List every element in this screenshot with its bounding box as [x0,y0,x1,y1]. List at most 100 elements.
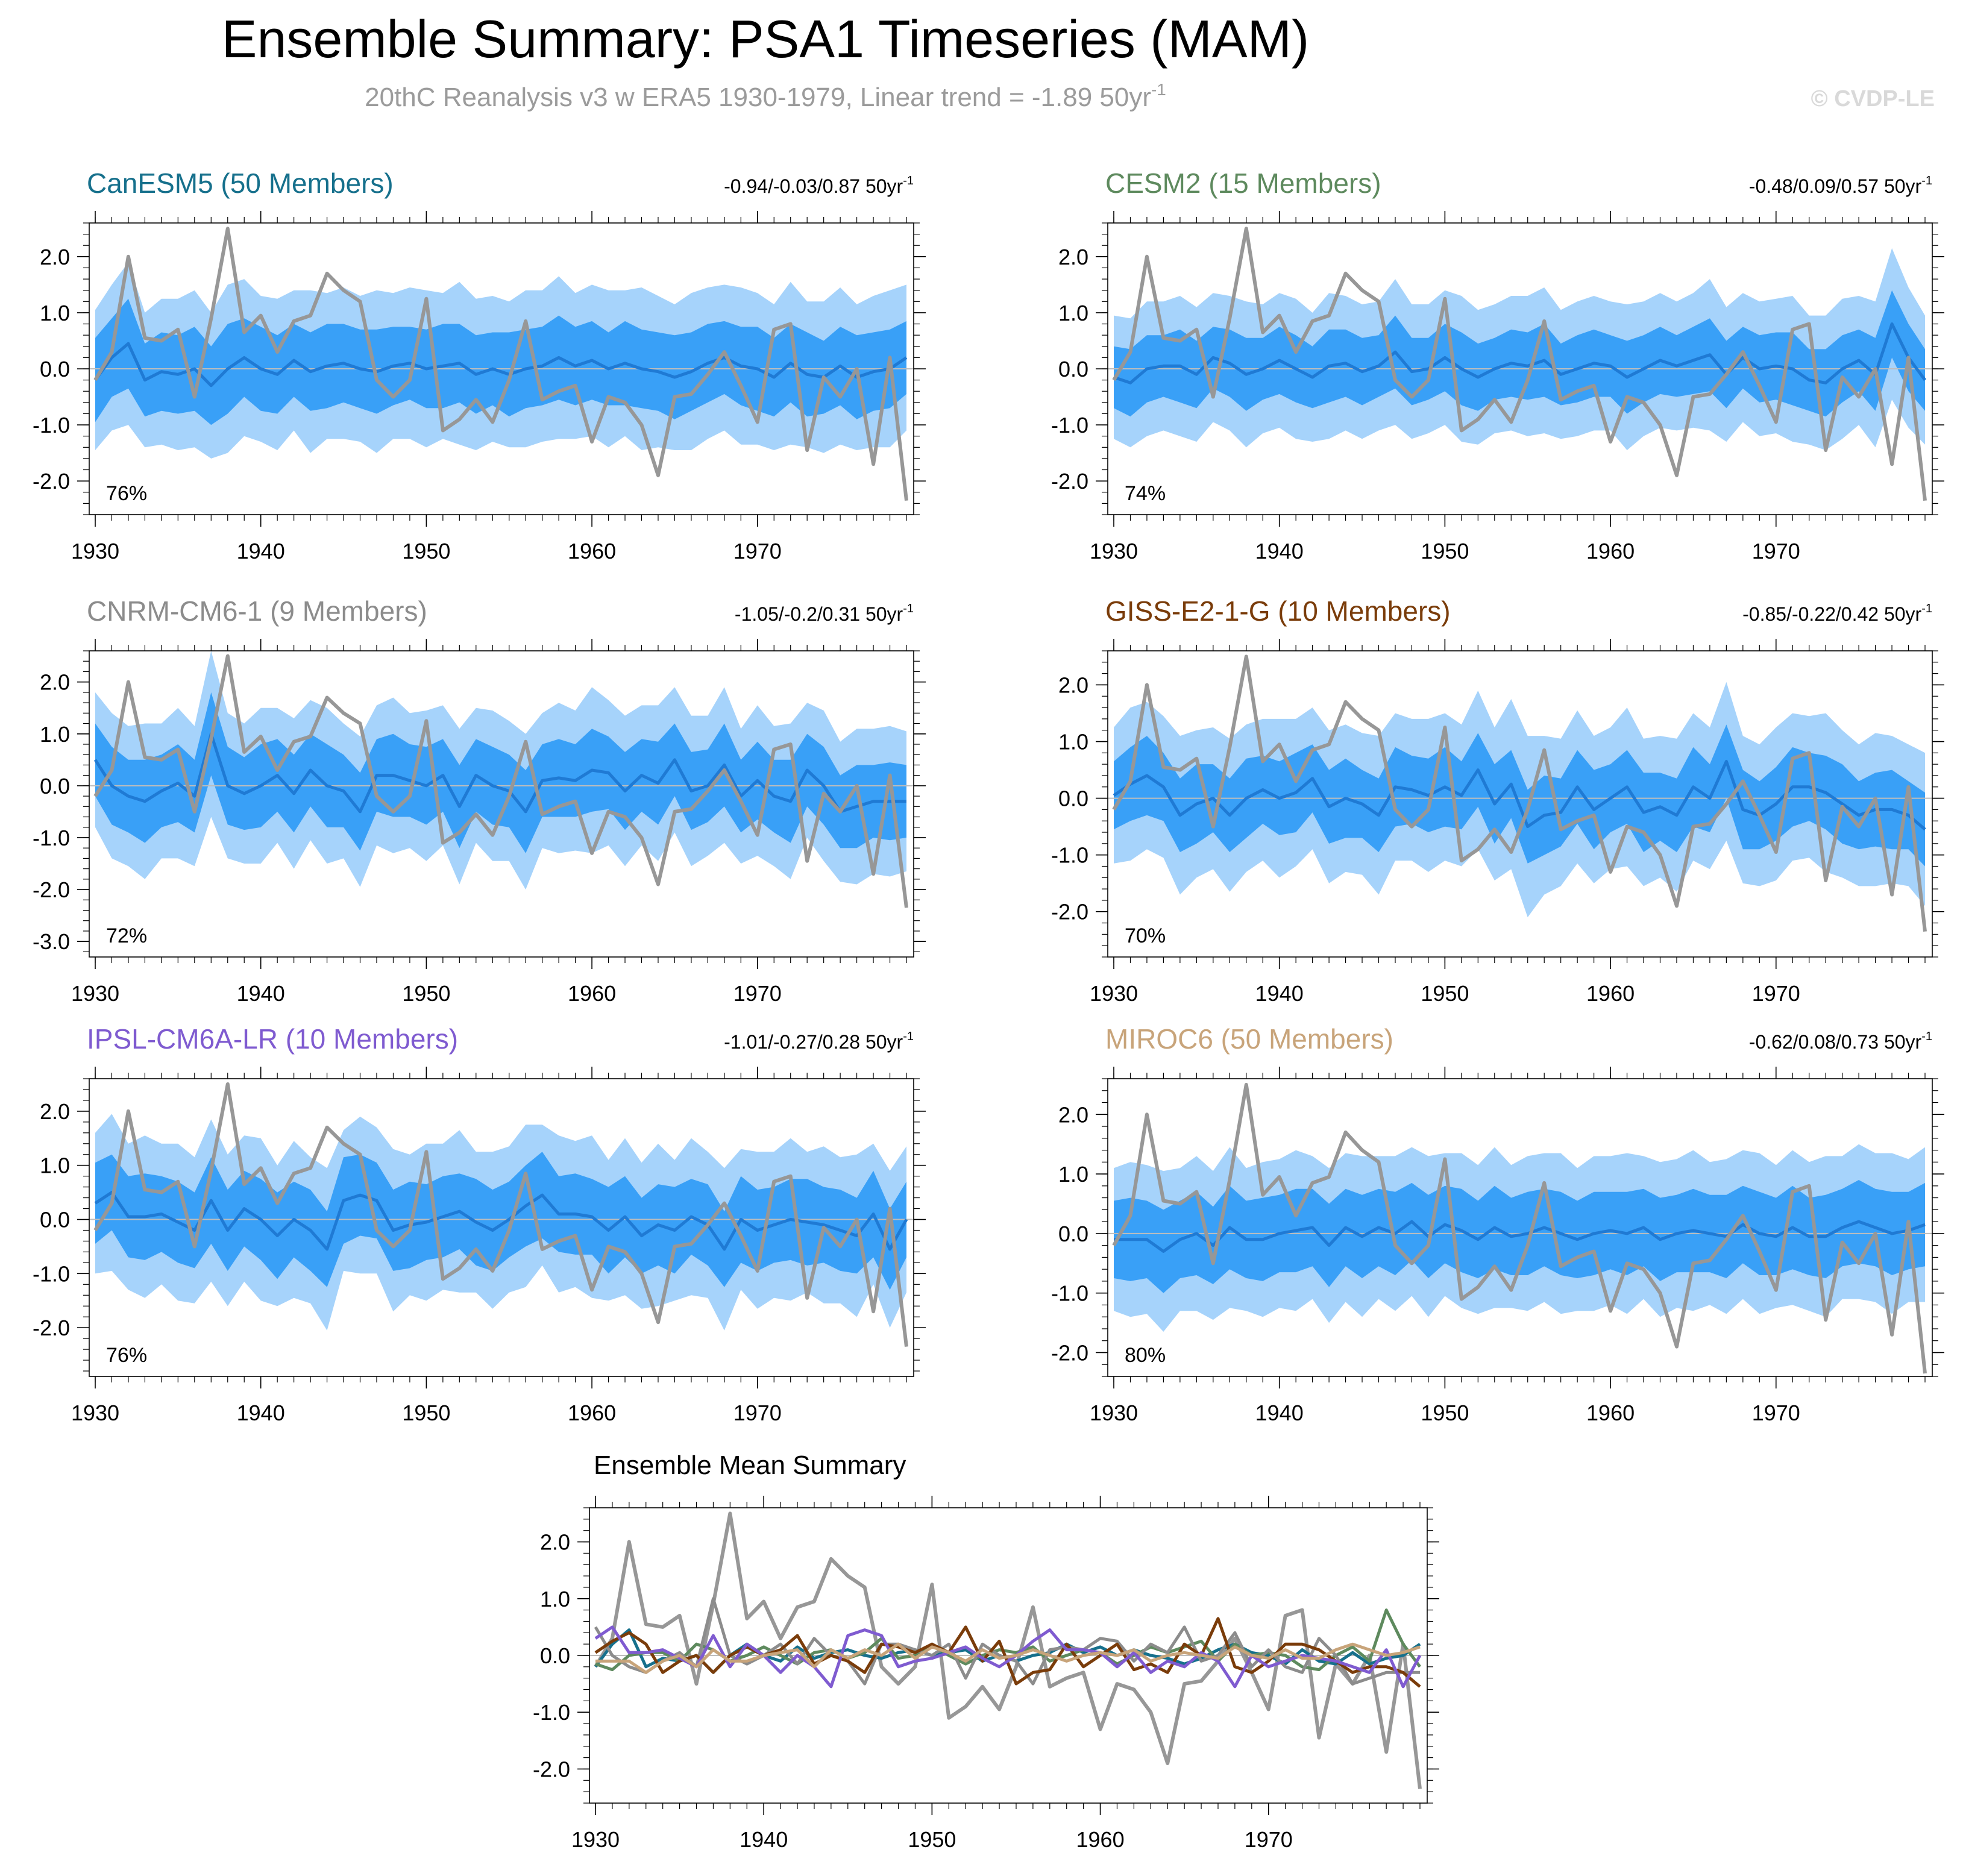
y-tick-label: 2.0 [1058,245,1088,269]
y-tick-label: 0.0 [540,1643,570,1668]
panel-1: -2.0 -1.0 0.0 1.0 2.0 1930 1940 1950 1960 1970 Can… [33,168,926,563]
trend-range-text: -0.85/-0.22/0.42 50yr [1742,603,1921,625]
ensemble-mean-line [93,342,908,387]
trend-range-label: -1.05/-0.2/0.31 50yr-1 [735,602,914,625]
trend-range-superscript: -1 [903,1030,914,1043]
plot-frame [89,650,914,958]
y-tick-label: -2.0 [533,1757,570,1781]
x-tick-label: 1950 [402,1401,450,1425]
y-tick-label: -2.0 [1051,469,1088,494]
y-tick-label: 1.0 [40,722,70,747]
panels-container: -2.0 -1.0 0.0 1.0 2.0 1930 1940 1950 1960 1970 Can… [33,168,1944,1852]
x-tick-label: 1940 [1255,1401,1304,1425]
x-tick-label: 1960 [1586,981,1635,1006]
y-tick-label: -2.0 [33,877,70,902]
ensemble-mean-line [93,732,906,814]
figure-subtitle: 20thC Reanalysis v3 w ERA5 1930-1979, Li… [365,80,1166,112]
y-tick-label: 0.0 [40,357,70,381]
x-tick-label: 1950 [908,1827,956,1852]
percent-label: 74% [1125,482,1166,505]
y-tick-label: 0.0 [1058,786,1088,811]
observed-line [1112,654,1927,932]
x-tick-label: 1970 [733,981,782,1006]
trend-range-text: -1.01/-0.27/0.28 50yr [724,1031,903,1053]
panel-title: MIROC6 (50 Members) [1105,1023,1393,1055]
y-tick-label: 1.0 [1058,301,1088,325]
plot-frame [1107,1078,1933,1377]
y-tick-label: -1.0 [33,1261,70,1286]
trend-range-superscript: -1 [1921,1030,1932,1043]
inner-spread-band [95,692,906,853]
x-tick-label: 1970 [1752,1401,1800,1425]
y-tick-label: -1.0 [1051,413,1088,438]
panel-summary: -2.0 -1.0 0.0 1.0 2.0 1930 1940 1950 1960 1970 Ens… [533,1451,1439,1852]
watermark: © CVDP-LE [1811,86,1935,111]
x-tick-label: 1950 [1421,981,1469,1006]
x-tick-label: 1950 [402,981,450,1006]
y-tick-label: -3.0 [33,929,70,954]
trend-range-superscript: -1 [1921,174,1932,187]
trend-range-superscript: -1 [903,174,914,187]
observed-line [594,1511,1422,1789]
x-tick-label: 1970 [1752,539,1800,563]
ensemble-mean-line-6 [595,1642,1421,1674]
y-tick-label: -2.0 [1051,900,1088,924]
x-tick-label: 1960 [568,981,616,1006]
panel-title: IPSL-CM6A-LR (10 Members) [87,1023,458,1055]
observed-line [1112,227,1927,501]
x-tick-label: 1960 [568,1401,616,1425]
trend-range-label: -0.85/-0.22/0.42 50yr-1 [1742,602,1932,625]
percent-label: 76% [106,1344,147,1367]
x-tick-label: 1930 [571,1827,620,1852]
trend-range-superscript: -1 [1921,602,1932,615]
y-tick-label: 1.0 [540,1587,570,1611]
panel-2: -2.0 -1.0 0.0 1.0 2.0 1930 1940 1950 1960 1970 CES… [1051,168,1944,563]
inner-spread-band [95,298,906,425]
observed-line [93,1082,908,1347]
y-tick-label: 2.0 [540,1530,570,1555]
trend-range-label: -0.94/-0.03/0.87 50yr-1 [724,174,914,197]
ensemble-mean-line-5 [594,1625,1422,1689]
y-tick-label: 2.0 [1058,1102,1088,1127]
x-tick-label: 1940 [740,1827,788,1852]
y-tick-label: 0.0 [40,1208,70,1232]
panel-title: CNRM-CM6-1 (9 Members) [87,595,427,627]
y-tick-label: 2.0 [40,670,70,695]
panel-title: CanESM5 (50 Members) [87,168,394,199]
panel-5: -2.0 -1.0 0.0 1.0 2.0 1930 1940 1950 1960 1970 IPS… [33,1023,926,1425]
x-tick-label: 1970 [733,1401,782,1425]
trend-range-text: -0.94/-0.03/0.87 50yr [724,175,903,197]
panel-title: CESM2 (15 Members) [1105,168,1381,199]
percent-label: 72% [106,924,147,947]
x-tick-label: 1940 [1255,539,1304,563]
y-tick-label: -1.0 [33,826,70,850]
trend-range-superscript: -1 [903,602,914,615]
y-tick-label: 2.0 [40,245,70,269]
x-tick-label: 1960 [568,539,616,563]
x-tick-label: 1950 [402,539,450,563]
panel-3: -3.0 -2.0 -1.0 0.0 1.0 2.0 1930 1940 1950 1960 197… [33,595,926,1006]
summary-title: Ensemble Mean Summary [594,1451,906,1480]
trend-range-label: -0.48/0.09/0.57 50yr-1 [1749,174,1932,197]
panel-4: -2.0 -1.0 0.0 1.0 2.0 1930 1940 1950 1960 1970 GIS… [1051,595,1944,1006]
y-tick-label: 0.0 [1058,1222,1088,1246]
observed-line [93,227,908,501]
x-tick-label: 1930 [71,539,119,563]
panel-title: GISS-E2-1-G (10 Members) [1105,595,1451,627]
y-tick-label: 1.0 [1058,730,1088,754]
y-tick-label: -2.0 [33,1316,70,1340]
ensemble-mean-line [1113,322,1927,384]
trend-range-text: -0.48/0.09/0.57 50yr [1749,175,1922,197]
percent-label: 80% [1125,1344,1166,1367]
x-tick-label: 1940 [1255,981,1304,1006]
observed-line [93,654,908,908]
ensemble-mean-line [1114,1220,1926,1253]
y-tick-label: 0.0 [40,774,70,798]
figure-title: Ensemble Summary: PSA1 Timeseries (MAM) [222,9,1309,69]
y-tick-label: -1.0 [1051,1281,1088,1306]
panel-6: -2.0 -1.0 0.0 1.0 2.0 1930 1940 1950 1960 1970 MIR… [1051,1023,1944,1425]
y-tick-label: 2.0 [40,1099,70,1124]
x-tick-label: 1940 [237,981,285,1006]
x-tick-label: 1960 [1076,1827,1125,1852]
